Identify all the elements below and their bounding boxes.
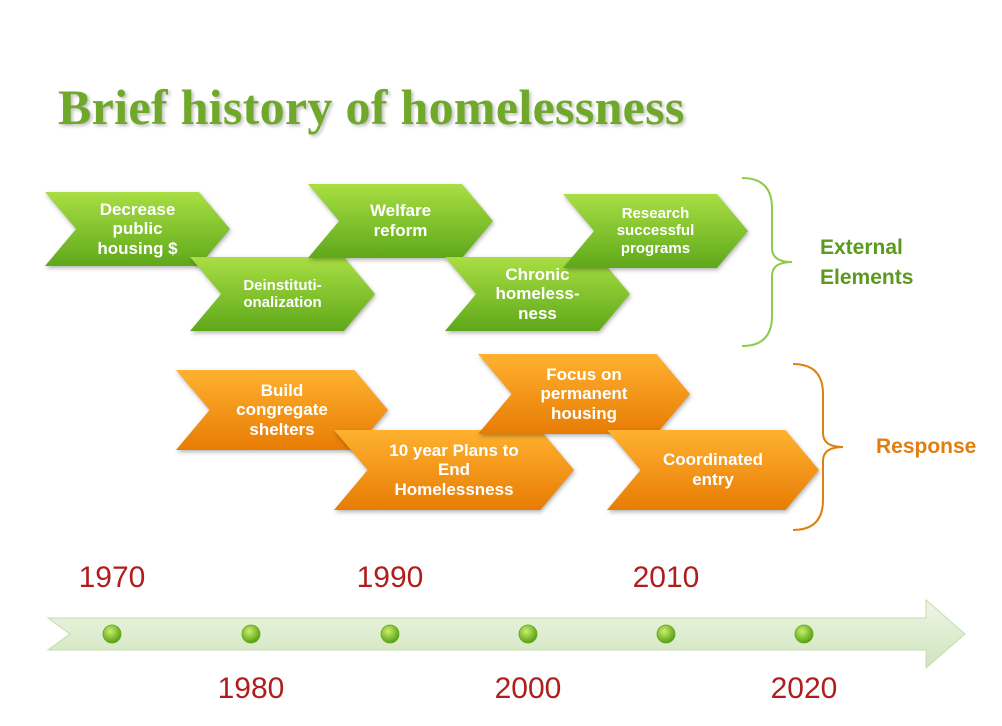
external-chevron-label: Chronic homeless- ness: [495, 264, 580, 323]
timeline-dot: [380, 624, 400, 644]
year-label: 1970: [78, 561, 146, 594]
external-chevron-label: Decrease public housing $: [97, 199, 178, 258]
timeline-dot: [102, 624, 122, 644]
external-chevron-1: Deinstituti- onalization: [190, 257, 375, 331]
response-chevron-label: Coordinated entry: [662, 450, 764, 489]
external-chevron-label: Research successful programs: [616, 205, 695, 257]
response-chevron-shape: [478, 354, 690, 434]
year-label: 1980: [217, 672, 285, 705]
external-chevron-shape: [45, 192, 230, 266]
external-chevron-3: Chronic homeless- ness: [445, 257, 630, 331]
response-chevron-shape: [607, 430, 819, 510]
response-chevron-1: 10 year Plans to End Homelessness: [334, 430, 574, 510]
response-bracket: [792, 363, 844, 531]
response-chevron-3: Coordinated entry: [607, 430, 819, 510]
timeline-dot: [656, 624, 676, 644]
external-chevron-shape: [445, 257, 630, 331]
timeline-arrow: [46, 598, 966, 670]
timeline-dot: [241, 624, 261, 644]
external-group-label: External Elements: [820, 236, 914, 290]
timeline-dot: [794, 624, 814, 644]
response-chevron-2: Focus on permanent housing: [478, 354, 690, 434]
year-label: 1990: [356, 561, 424, 594]
external-chevron-label: Welfare reform: [369, 201, 432, 240]
external-chevron-label: Deinstituti- onalization: [243, 276, 322, 311]
year-label: 2020: [770, 672, 838, 705]
external-chevron-0: Decrease public housing $: [45, 192, 230, 266]
external-chevron-shape: [563, 194, 748, 268]
timeline-dot: [518, 624, 538, 644]
external-chevron-4: Research successful programs: [563, 194, 748, 268]
response-chevron-label: Build congregate shelters: [236, 380, 328, 439]
year-label: 2000: [494, 672, 562, 705]
response-chevron-shape: [334, 430, 574, 510]
external-bracket: [741, 177, 793, 347]
external-chevron-shape: [190, 257, 375, 331]
response-chevron-label: 10 year Plans to End Homelessness: [389, 440, 519, 499]
response-group-label: Response: [876, 435, 977, 458]
response-chevron-label: Focus on permanent housing: [540, 364, 628, 423]
external-chevron-shape: [308, 184, 493, 258]
year-label: 2010: [632, 561, 700, 594]
diagram-title: Brief history of homelessness: [58, 79, 685, 135]
external-chevron-2: Welfare reform: [308, 184, 493, 258]
